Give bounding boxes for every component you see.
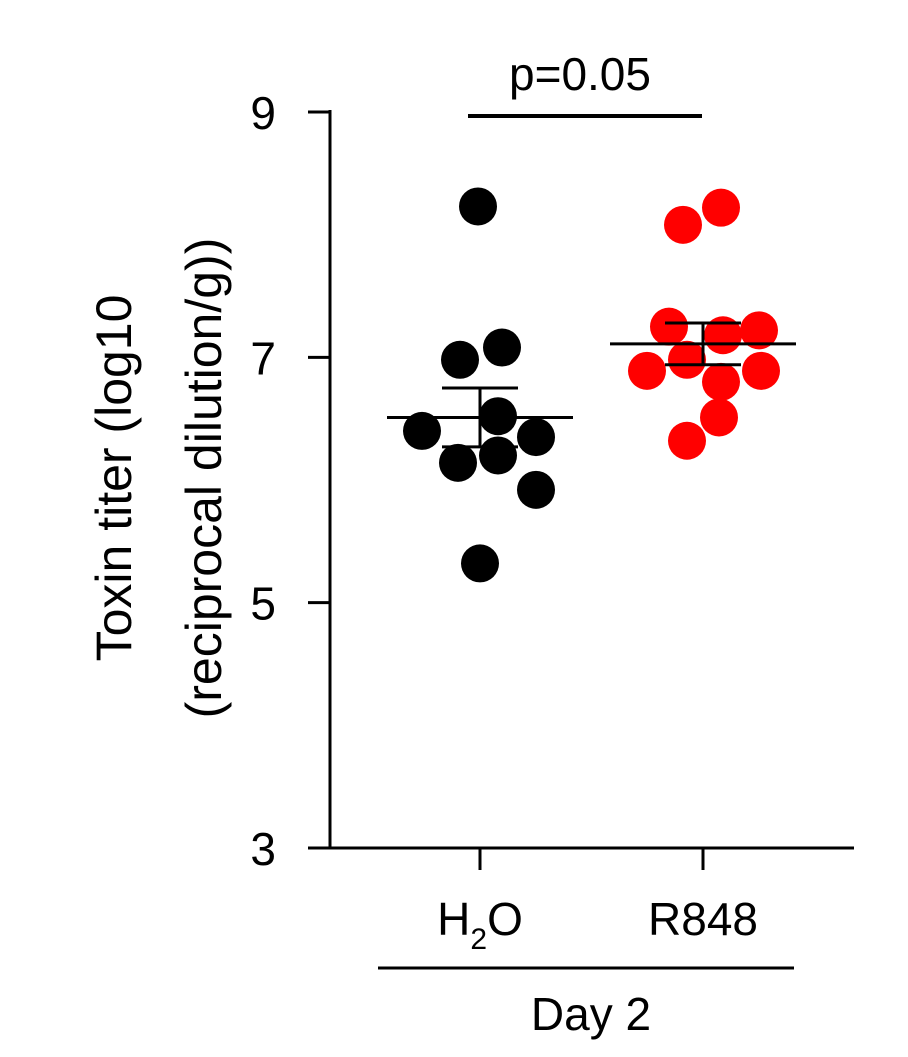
y-tick-label-9: 9: [250, 87, 276, 139]
group-label: Day 2: [531, 988, 651, 1040]
data-point-0-8: [517, 470, 555, 509]
data-point-1-4: [740, 311, 778, 350]
data-point-1-5: [628, 351, 666, 390]
data-point-1-10: [668, 421, 706, 460]
x-axis-ticks: [478, 848, 705, 870]
data-point-0-6: [439, 443, 477, 482]
data-point-0-2: [483, 328, 521, 367]
data-point-1-1: [702, 188, 740, 227]
data-point-1-6: [668, 340, 706, 379]
y-axis-label-line1: Toxin titer (log10: [86, 295, 142, 662]
mean-sem-markers: [387, 321, 796, 449]
data-point-0-3: [403, 411, 441, 450]
y-tick-label-7: 7: [250, 332, 276, 384]
data-point-1-7: [742, 351, 780, 390]
y-axis-label-line2: (reciprocal dilution/g)): [176, 238, 232, 719]
data-point-1-0: [664, 205, 702, 244]
y-tick-label-3: 3: [250, 823, 276, 875]
x-tick-label-r848: R848: [648, 893, 758, 945]
data-point-0-0: [459, 187, 497, 226]
y-axis-ticks: 3 5 7 9: [250, 87, 330, 875]
data-point-1-8: [702, 362, 740, 401]
data-point-0-7: [479, 436, 517, 475]
data-point-0-9: [461, 544, 499, 583]
data-point-1-2: [650, 307, 688, 346]
significance-label: p=0.05: [509, 48, 651, 100]
data-point-0-1: [441, 340, 479, 379]
y-tick-label-5: 5: [250, 578, 276, 630]
data-points: [403, 187, 780, 583]
data-point-0-5: [517, 418, 555, 457]
x-tick-label-h2o: H2O: [437, 893, 523, 956]
data-point-1-9: [700, 398, 738, 437]
